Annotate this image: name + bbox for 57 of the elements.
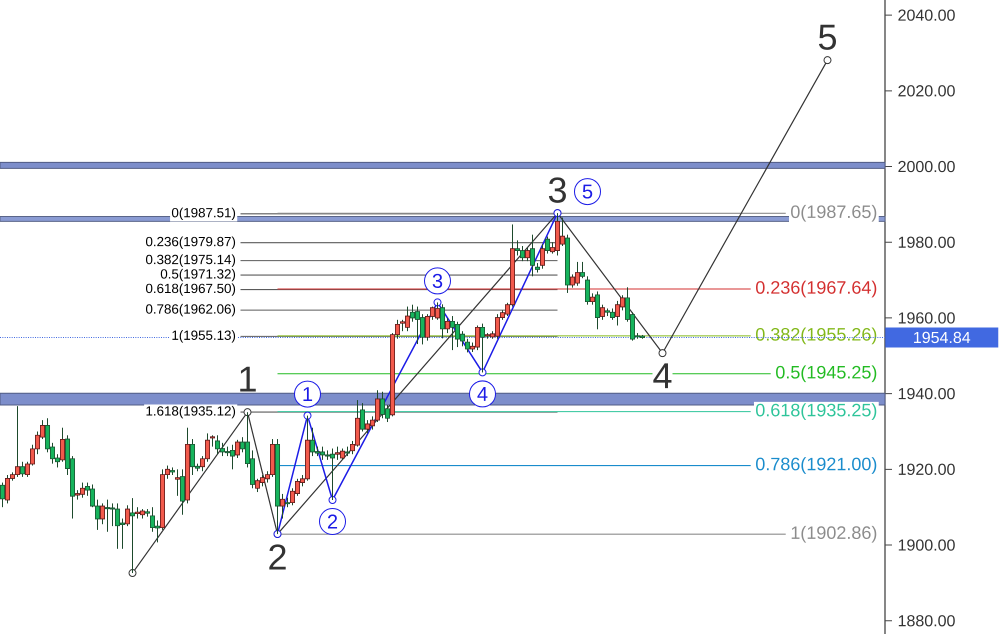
candlestick	[545, 236, 550, 254]
annotation: 2	[328, 514, 338, 528]
ref-line-label: 0.5(1945.25)	[776, 365, 876, 382]
ref-line-label: 0(1987.51)	[172, 208, 236, 220]
annotation: 3	[548, 177, 566, 203]
candlestick	[580, 261, 586, 279]
point	[328, 496, 337, 504]
candlestick	[530, 234, 536, 277]
annotation: 3	[432, 274, 442, 288]
annotation: 1	[303, 387, 312, 401]
candlestick	[285, 497, 290, 508]
annotation: 5	[818, 24, 836, 50]
annotation: 5	[582, 184, 592, 199]
y-tick-label: 2040.00	[898, 9, 955, 21]
ref-line-label: 0.382(1975.14)	[146, 254, 236, 267]
ref-line-label: 0.236(1979.87)	[146, 236, 236, 249]
candlestick	[20, 461, 26, 478]
ref-line-label: 0.236(1967.64)	[756, 280, 876, 298]
ref-line-label: 0.618(1935.25)	[756, 403, 876, 420]
annotation: 4	[653, 363, 672, 388]
point	[244, 408, 252, 416]
candlestick	[595, 290, 600, 330]
candlestick	[585, 276, 590, 306]
ref-line-label: 0(1987.65)	[791, 204, 876, 222]
ref-line-label: 1(1902.86)	[792, 526, 876, 543]
ref-line-label: 0.382(1955.26)	[756, 327, 876, 344]
point	[304, 412, 312, 420]
y-tick-label: 1880.00	[898, 615, 955, 626]
point	[434, 298, 442, 306]
candlestick	[0, 482, 6, 508]
candlestick	[535, 262, 540, 274]
annotation: 2	[269, 544, 286, 570]
point	[658, 349, 666, 358]
ref-line-label: 0.786(1962.06)	[146, 304, 236, 316]
ref-line-label: 1.618(1935.12)	[146, 406, 236, 418]
point	[824, 56, 832, 64]
candlestick	[345, 446, 350, 457]
ref-line-label: 0.618(1967.50)	[146, 283, 236, 296]
candlestick	[465, 338, 470, 353]
y-tick-label: 1980.00	[898, 236, 955, 248]
annotation: 4	[477, 387, 488, 401]
ref-line-label: 1954.84	[914, 332, 970, 344]
y-tick-label: 1920.00	[898, 464, 955, 475]
y-tick-label: 1940.00	[898, 388, 955, 400]
candlestick	[440, 304, 446, 339]
candlestick	[360, 402, 366, 432]
annotation: 1	[240, 366, 256, 392]
point	[478, 368, 486, 376]
y-tick-label: 1900.00	[898, 539, 955, 551]
ref-line-label: 1(1955.13)	[172, 330, 236, 343]
ref-line-label: 0.786(1921.00)	[756, 457, 876, 474]
ref-line-label: 0.5(1971.32)	[160, 268, 236, 282]
point	[128, 569, 137, 578]
y-tick-label: 2000.00	[898, 160, 955, 172]
y-tick-label: 2020.00	[898, 85, 955, 96]
candlestick	[210, 434, 216, 448]
y-tick-label: 1960.00	[898, 312, 955, 324]
